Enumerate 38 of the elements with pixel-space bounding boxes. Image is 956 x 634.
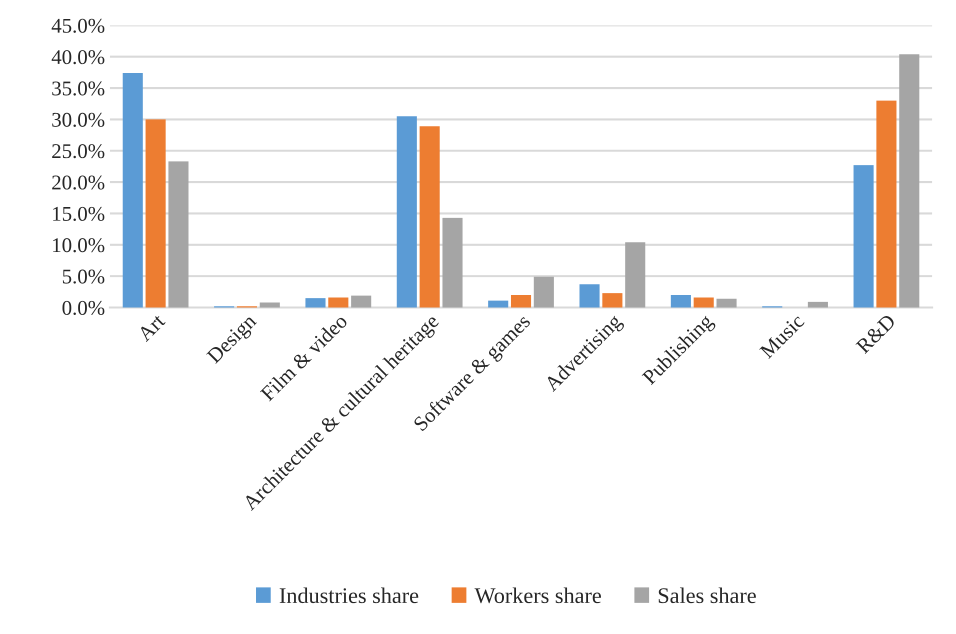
bar	[876, 100, 896, 308]
legend-label: Workers share	[474, 588, 601, 604]
bar	[808, 302, 828, 308]
y-tick-label: 5.0%	[62, 270, 104, 284]
bar	[260, 302, 280, 308]
bar	[351, 296, 372, 308]
y-tick-label: 0.0%	[62, 300, 104, 316]
bar	[420, 126, 440, 308]
bar	[122, 73, 143, 308]
bar	[579, 284, 600, 308]
bar	[694, 297, 714, 308]
bar	[899, 54, 920, 308]
bar	[625, 242, 646, 308]
x-tick-label: Film & video	[259, 312, 348, 402]
x-tick-label: Art	[136, 312, 166, 342]
bar	[716, 298, 737, 308]
bar	[396, 116, 417, 308]
bar	[442, 218, 463, 308]
bar	[510, 294, 532, 308]
y-tick-label: 40.0%	[52, 50, 104, 64]
legend-label: Sales share	[658, 588, 756, 604]
bar	[534, 276, 554, 308]
y-tick-label: 10.0%	[53, 238, 104, 252]
bar	[488, 300, 508, 308]
bar	[168, 161, 188, 308]
bar	[146, 119, 166, 308]
bar	[670, 294, 691, 308]
y-tick-label: 30.0%	[52, 112, 104, 127]
y-tick-label: 20.0%	[52, 175, 104, 190]
y-tick-label: 15.0%	[53, 206, 104, 221]
y-tick-label: 35.0%	[52, 81, 104, 96]
bar	[328, 297, 348, 308]
y-tick-label: 25.0%	[52, 144, 104, 158]
bar	[854, 165, 874, 308]
bar	[602, 293, 622, 308]
y-tick-label: 45.0%	[52, 18, 104, 33]
bar	[305, 298, 326, 308]
legend-label: Industries share	[280, 588, 418, 604]
